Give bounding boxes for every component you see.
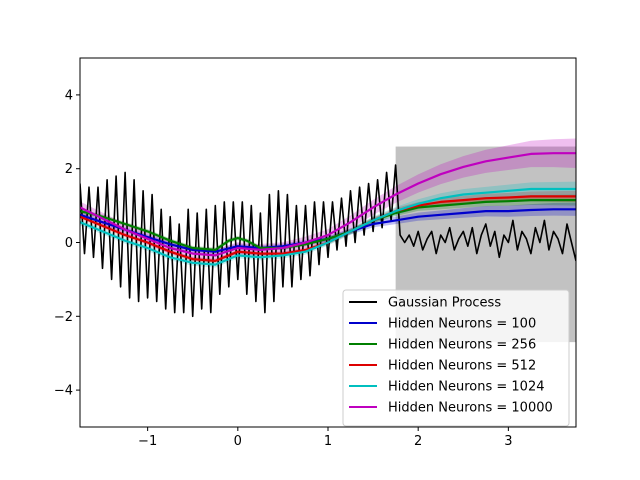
x-axis: −1 0 1 2 3 <box>138 427 513 449</box>
legend-label: Gaussian Process <box>388 296 501 311</box>
hidden-neurons-512-band <box>80 190 576 264</box>
y-axis: −4 −2 0 2 4 <box>54 88 80 399</box>
legend-label: Hidden Neurons = 10000 <box>388 401 553 416</box>
x-tick-label: 3 <box>504 434 512 449</box>
y-tick-label: 2 <box>65 162 73 177</box>
y-tick-label: 0 <box>65 236 73 251</box>
x-tick-label: 2 <box>414 434 422 449</box>
hidden-neurons-10000-line <box>80 152 576 257</box>
legend-label: Hidden Neurons = 100 <box>388 317 536 332</box>
y-tick-label: 4 <box>65 88 73 103</box>
legend: Gaussian Process Hidden Neurons = 100 Hidd… <box>342 289 570 427</box>
hidden-neurons-10000-band <box>80 138 576 262</box>
legend-label: Hidden Neurons = 512 <box>388 359 536 374</box>
hidden-neurons-1024-line <box>80 187 576 266</box>
legend-label: Hidden Neurons = 256 <box>388 338 536 353</box>
y-tick-label: −4 <box>54 384 73 399</box>
x-tick-label: 1 <box>324 434 332 449</box>
hidden-neurons-100-band <box>80 202 576 255</box>
legend-label: Hidden Neurons = 1024 <box>388 380 545 395</box>
series-lines <box>80 152 576 318</box>
hidden-neurons-256-line <box>80 199 576 251</box>
legend-box <box>342 289 570 427</box>
x-tick-label: −1 <box>138 434 157 449</box>
x-tick-label: 0 <box>234 434 242 449</box>
y-tick-label: −2 <box>54 310 73 325</box>
